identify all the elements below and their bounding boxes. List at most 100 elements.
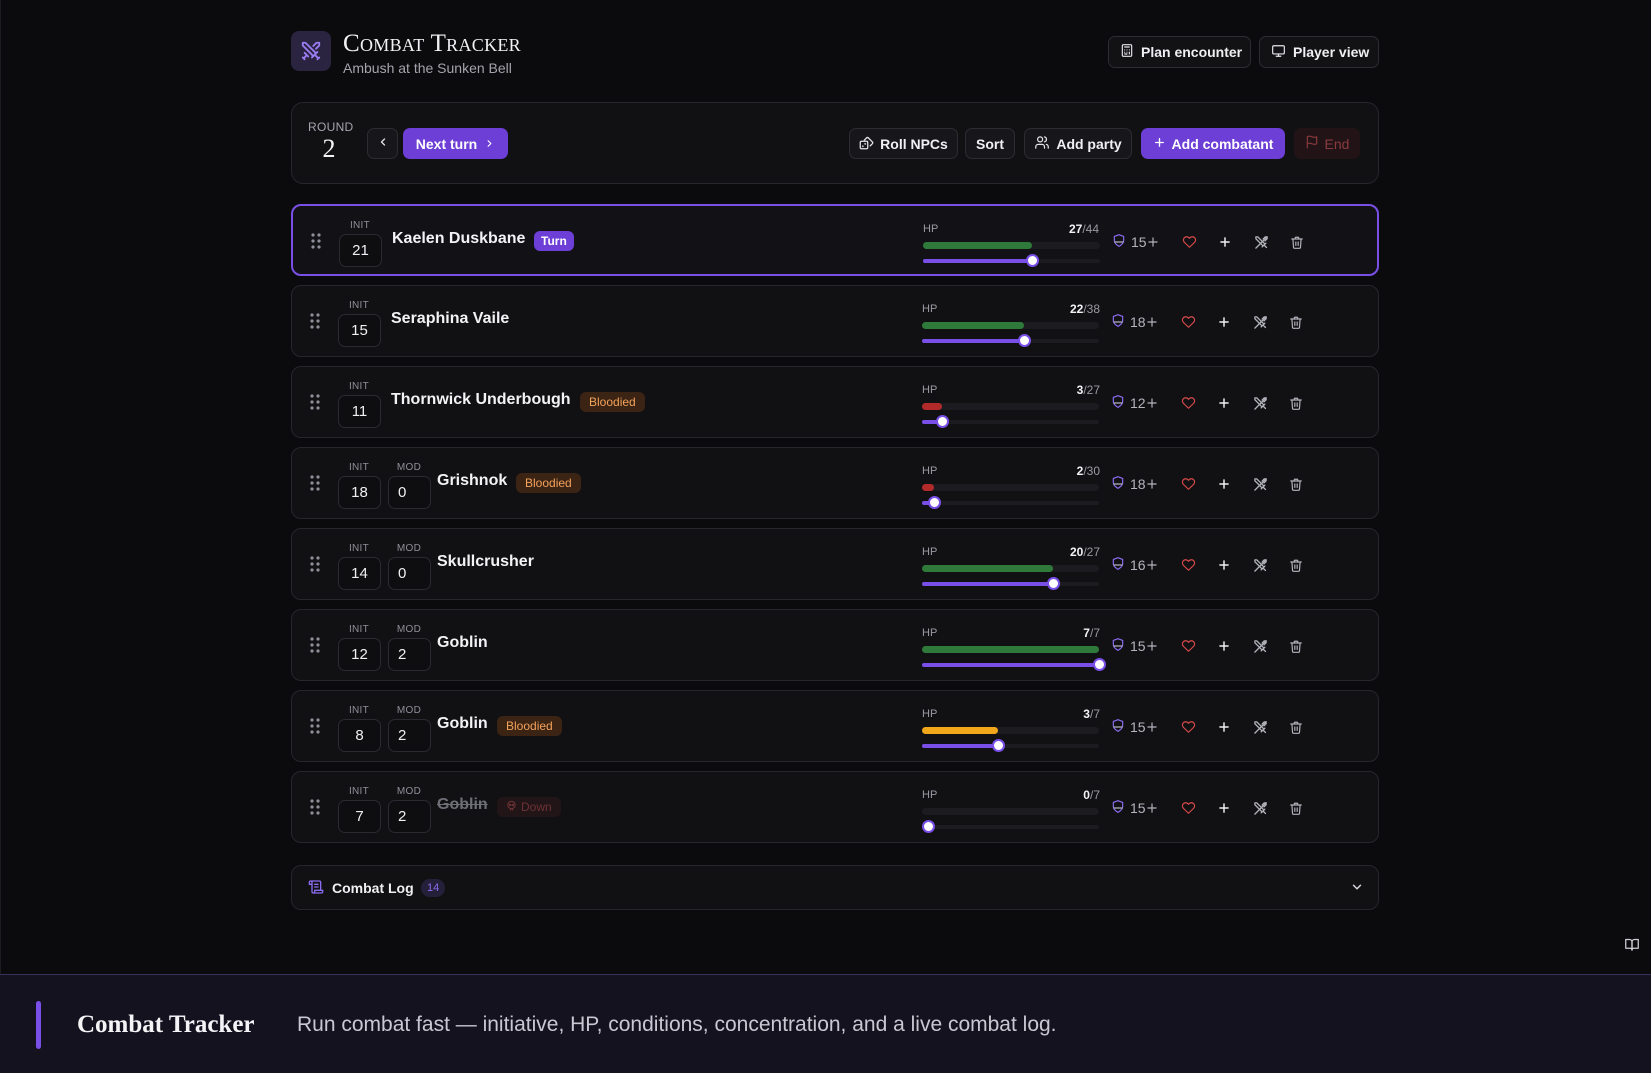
hp-slider-thumb[interactable] <box>1047 577 1060 590</box>
heart-icon[interactable] <box>1179 394 1197 412</box>
combatant-row[interactable]: INIT 14 MOD 0 Skullcrusher HP 20/27 16 <box>291 528 1379 600</box>
hp-slider[interactable] <box>922 496 1099 509</box>
minus-icon[interactable] <box>1109 313 1127 331</box>
plus-icon[interactable] <box>1143 475 1161 493</box>
modifier-input[interactable]: 2 <box>388 800 431 833</box>
next-turn-button[interactable]: Next turn <box>403 128 508 159</box>
combatant-row[interactable]: INIT 15 Seraphina Vaile HP 22/38 18 <box>291 285 1379 357</box>
hp-slider-thumb[interactable] <box>922 820 935 833</box>
initiative-input[interactable]: 15 <box>338 314 381 347</box>
hp-slider-thumb[interactable] <box>1026 254 1039 267</box>
initiative-input[interactable]: 11 <box>338 395 381 428</box>
hp-slider-thumb[interactable] <box>936 415 949 428</box>
hp-slider[interactable] <box>923 254 1100 267</box>
hp-slider[interactable] <box>922 820 1099 833</box>
combatant-name[interactable]: Goblin <box>437 796 488 813</box>
plus-icon[interactable] <box>1215 313 1233 331</box>
hp-slider[interactable] <box>922 658 1106 671</box>
concentration-off-icon[interactable] <box>1251 394 1269 412</box>
drag-handle-icon[interactable] <box>309 798 321 821</box>
drag-handle-icon[interactable] <box>309 474 321 497</box>
hp-slider-thumb[interactable] <box>928 496 941 509</box>
drag-handle-icon[interactable] <box>309 717 321 740</box>
heart-icon[interactable] <box>1179 556 1197 574</box>
plus-icon[interactable] <box>1215 799 1233 817</box>
modifier-input[interactable]: 0 <box>388 557 431 590</box>
modifier-input[interactable]: 2 <box>388 719 431 752</box>
hp-slider-thumb[interactable] <box>992 739 1005 752</box>
plus-icon[interactable] <box>1143 637 1161 655</box>
hp-slider-thumb[interactable] <box>1018 334 1031 347</box>
combat-log-panel[interactable]: Combat Log 14 <box>291 865 1379 910</box>
minus-icon[interactable] <box>1109 556 1127 574</box>
drag-handle-icon[interactable] <box>309 555 321 578</box>
plus-icon[interactable] <box>1215 475 1233 493</box>
concentration-off-icon[interactable] <box>1251 475 1269 493</box>
initiative-input[interactable]: 8 <box>338 719 381 752</box>
end-combat-button[interactable]: End <box>1294 128 1360 159</box>
plus-icon[interactable] <box>1143 718 1161 736</box>
combatant-name[interactable]: Goblin <box>437 634 488 651</box>
plus-icon[interactable] <box>1143 394 1161 412</box>
minus-icon[interactable] <box>1110 233 1128 251</box>
trash-icon[interactable] <box>1287 556 1305 574</box>
initiative-input[interactable]: 18 <box>338 476 381 509</box>
heart-icon[interactable] <box>1179 718 1197 736</box>
heart-icon[interactable] <box>1179 799 1197 817</box>
roll-npcs-button[interactable]: Roll NPCs <box>849 128 958 159</box>
combatant-name[interactable]: Seraphina Vaile <box>391 310 510 327</box>
plus-icon[interactable] <box>1216 233 1234 251</box>
add-party-button[interactable]: Add party <box>1024 128 1132 159</box>
hp-slider[interactable] <box>922 415 1099 428</box>
book-icon[interactable] <box>1624 937 1640 957</box>
trash-icon[interactable] <box>1288 233 1306 251</box>
minus-icon[interactable] <box>1109 394 1127 412</box>
heart-icon[interactable] <box>1179 475 1197 493</box>
plus-icon[interactable] <box>1215 394 1233 412</box>
concentration-off-icon[interactable] <box>1251 313 1269 331</box>
chevron-down-icon[interactable] <box>1350 880 1364 899</box>
heart-icon[interactable] <box>1179 313 1197 331</box>
drag-handle-icon[interactable] <box>309 393 321 416</box>
hp-slider-thumb[interactable] <box>1093 658 1106 671</box>
minus-icon[interactable] <box>1109 475 1127 493</box>
combatant-row[interactable]: INIT 12 MOD 2 Goblin HP 7/7 15 <box>291 609 1379 681</box>
add-combatant-button[interactable]: Add combatant <box>1141 128 1285 159</box>
combatant-row[interactable]: INIT 8 MOD 2 Goblin Bloodied HP 3/7 15 <box>291 690 1379 762</box>
plan-encounter-button[interactable]: Plan encounter <box>1108 36 1251 68</box>
plus-icon[interactable] <box>1143 799 1161 817</box>
drag-handle-icon[interactable] <box>309 312 321 335</box>
player-view-button[interactable]: Player view <box>1259 36 1379 68</box>
trash-icon[interactable] <box>1287 799 1305 817</box>
minus-icon[interactable] <box>1109 799 1127 817</box>
concentration-off-icon[interactable] <box>1251 718 1269 736</box>
concentration-off-icon[interactable] <box>1252 233 1270 251</box>
trash-icon[interactable] <box>1287 394 1305 412</box>
initiative-input[interactable]: 14 <box>338 557 381 590</box>
plus-icon[interactable] <box>1143 313 1161 331</box>
plus-icon[interactable] <box>1215 718 1233 736</box>
trash-icon[interactable] <box>1287 475 1305 493</box>
combatant-name[interactable]: Thornwick Underbough <box>391 391 571 408</box>
concentration-off-icon[interactable] <box>1251 556 1269 574</box>
combatant-name[interactable]: Grishnok <box>437 472 508 489</box>
hp-slider[interactable] <box>922 334 1099 347</box>
hp-slider[interactable] <box>922 577 1099 590</box>
drag-handle-icon[interactable] <box>309 636 321 659</box>
trash-icon[interactable] <box>1287 313 1305 331</box>
combatant-row[interactable]: INIT 21 Kaelen Duskbane Turn HP 27/44 15 <box>291 204 1379 276</box>
sort-button[interactable]: Sort <box>965 128 1015 159</box>
combatant-name[interactable]: Kaelen Duskbane <box>392 230 526 247</box>
concentration-off-icon[interactable] <box>1251 637 1269 655</box>
combatant-row[interactable]: INIT 18 MOD 0 Grishnok Bloodied HP 2/30 18 <box>291 447 1379 519</box>
initiative-input[interactable]: 7 <box>338 800 381 833</box>
previous-turn-button[interactable] <box>367 128 398 159</box>
trash-icon[interactable] <box>1287 718 1305 736</box>
plus-icon[interactable] <box>1143 556 1161 574</box>
initiative-input[interactable]: 21 <box>339 234 382 267</box>
minus-icon[interactable] <box>1109 637 1127 655</box>
trash-icon[interactable] <box>1287 637 1305 655</box>
concentration-off-icon[interactable] <box>1251 799 1269 817</box>
heart-icon[interactable] <box>1179 637 1197 655</box>
hp-slider[interactable] <box>922 739 1099 752</box>
